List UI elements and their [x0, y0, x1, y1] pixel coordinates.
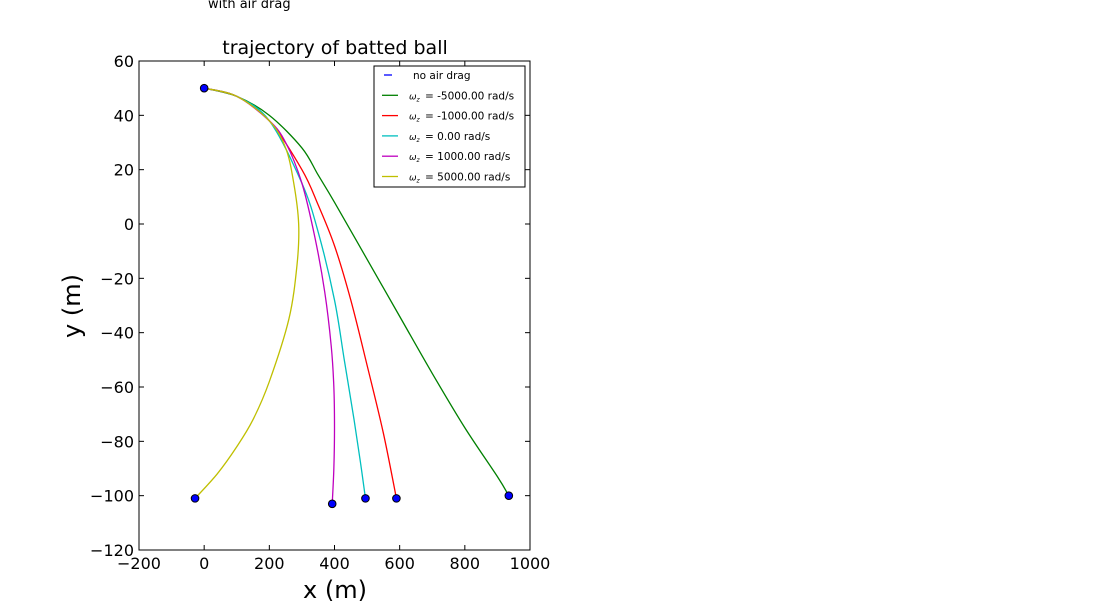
y-tick-label-9: 60: [114, 52, 134, 71]
x-tick-label-6: 1000: [510, 554, 551, 573]
legend-label-5: = 5000.00 rad/s: [425, 172, 510, 184]
end-point-marker-2: [392, 494, 401, 503]
legend-label-1: = -5000.00 rad/s: [425, 90, 514, 102]
series-line-1: [204, 87, 510, 497]
series-line-3: [204, 87, 367, 499]
x-tick-label-1: 0: [199, 554, 209, 573]
y-tick-label-5: −20: [100, 269, 134, 288]
y-tick-label-8: 40: [114, 106, 134, 125]
legend-omega-symbol-3: ωz: [409, 133, 421, 144]
y-tick-label-2: −80: [100, 432, 134, 451]
y-tick-label-6: 0: [124, 215, 134, 234]
start-point-marker: [199, 83, 209, 93]
x-tick-label-3: 400: [319, 554, 350, 573]
end-point-marker-3: [361, 494, 370, 503]
legend-label-3: = 0.00 rad/s: [425, 131, 490, 143]
legend-label-2: = -1000.00 rad/s: [425, 111, 514, 123]
series-line-2: [204, 87, 398, 499]
y-tick-label-1: −100: [90, 487, 134, 506]
x-tick-label-5: 800: [450, 554, 481, 573]
y-axis-label: y (m): [58, 274, 86, 338]
end-point-marker-5: [190, 494, 200, 503]
plot-area: [190, 83, 514, 509]
x-tick-label-2: 200: [254, 554, 285, 573]
y-tick-label-4: −40: [100, 324, 134, 343]
y-tick-label-0: −120: [90, 541, 134, 560]
legend-omega-symbol-1: ωz: [409, 92, 421, 103]
axis-ticks: −200 0 200 400 600 800 1000−120−100−80−60−40−2…: [90, 52, 550, 573]
x-tick-label-4: 600: [384, 554, 415, 573]
legend-box: [373, 65, 526, 188]
chart-title: trajectory of batted ball: [222, 37, 448, 59]
y-tick-label-3: −60: [100, 378, 134, 397]
legend-label-0: no air drag: [413, 70, 471, 82]
legend-omega-symbol-4: ωz: [409, 153, 421, 164]
series-line-5: [194, 87, 300, 499]
end-point-marker-1: [504, 491, 514, 500]
legend-omega-symbol-5: ωz: [409, 174, 421, 185]
x-tick-label-0: −200: [117, 554, 161, 573]
series-line-4: [204, 87, 336, 504]
legend-label-4: = 1000.00 rad/s: [425, 151, 510, 163]
end-point-marker-4: [327, 499, 337, 509]
x-axis-label: x (m): [303, 576, 367, 604]
legend-omega-symbol-2: ωz: [409, 113, 421, 124]
y-tick-label-7: 20: [114, 161, 134, 180]
legend: no air drag ωz = -5000.00 rad/s ωz = -1000.0…: [373, 65, 526, 188]
top-caption: with air drag: [208, 0, 291, 12]
